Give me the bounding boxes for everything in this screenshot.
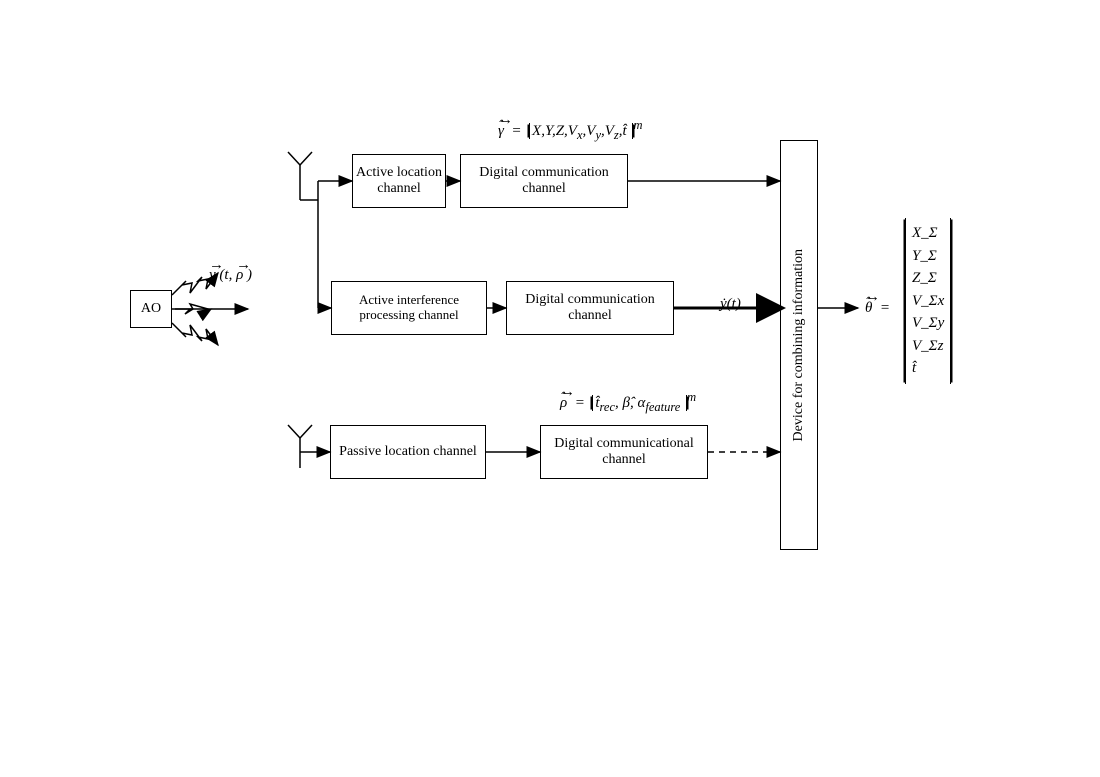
digital-comm-channel-1-node: Digital communication channel <box>460 154 628 208</box>
passive-label: Passive location channel <box>339 444 477 460</box>
y-signal-label: →y (t, →ρ ) <box>209 267 252 284</box>
theta-item: V_Σz <box>912 335 943 358</box>
digital-comm-channel-3-node: Digital communicational channel <box>540 425 708 479</box>
active-location-label: Active location channel <box>355 165 443 197</box>
theta-item: X_Σ <box>912 222 938 245</box>
ao-label: AO <box>141 301 161 317</box>
combiner-node: Device for combining information <box>780 140 818 550</box>
theta-item: V_Σy <box>912 312 944 335</box>
passive-location-node: Passive location channel <box>330 425 486 479</box>
antenna-top <box>288 152 312 200</box>
ao-emission-down <box>172 323 218 345</box>
combiner-label: Device for combining information <box>791 249 807 441</box>
ydot-label: ẏ(t) <box>720 296 741 313</box>
active-interference-node: Active interference processing channel <box>331 281 487 335</box>
digital-comm-channel-2-node: Digital communication channel <box>506 281 674 335</box>
theta-eq-label: → ˆθ = <box>865 300 890 317</box>
antenna-bottom <box>288 425 312 468</box>
dcc1-label: Digital communication channel <box>463 165 625 197</box>
aip-label: Active interference processing channel <box>334 293 484 323</box>
theta-item: V_Σx <box>912 290 944 313</box>
rho-label: → ˆρ = t̂rec, β̂, αfeature m <box>560 390 696 415</box>
ao-node: AO <box>130 290 172 328</box>
dcc3-label: Digital communicational channel <box>543 436 705 468</box>
theta-item: Z_Σ <box>912 267 937 290</box>
dcc2-label: Digital communication channel <box>509 292 671 324</box>
theta-item: Y_Σ <box>912 245 937 268</box>
connector-layer <box>0 0 1100 777</box>
theta-item: t̂ <box>912 357 916 380</box>
ao-emission-mid <box>172 304 211 314</box>
gamma-label: → ˆγ = X,Y,Z,Vx,Vy,Vz,t̂ m <box>498 118 643 143</box>
active-location-channel-node: Active location channel <box>352 154 446 208</box>
theta-vector: X_Σ Y_Σ Z_Σ V_Σx V_Σy V_Σz t̂ <box>905 218 951 384</box>
